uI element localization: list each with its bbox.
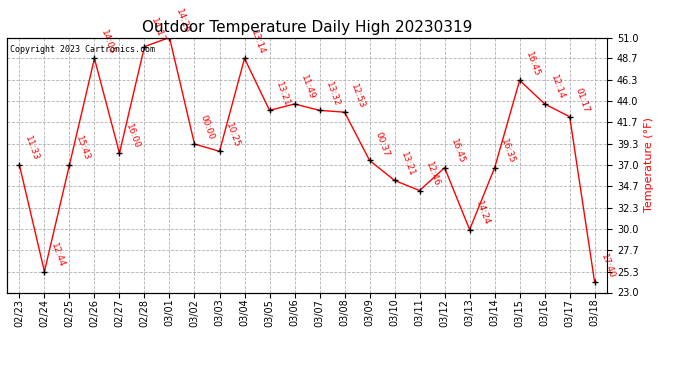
Text: 17:40: 17:40	[599, 252, 616, 280]
Text: Copyright 2023 Cartronics.com: Copyright 2023 Cartronics.com	[10, 45, 155, 54]
Y-axis label: Temperature (°F): Temperature (°F)	[644, 118, 654, 212]
Text: 10:25: 10:25	[224, 121, 241, 148]
Text: 14:17: 14:17	[148, 16, 166, 44]
Text: 01:17: 01:17	[574, 87, 591, 114]
Text: 12:14: 12:14	[549, 74, 566, 101]
Text: 15:43: 15:43	[74, 135, 91, 162]
Text: 12:44: 12:44	[48, 242, 66, 269]
Text: 13:32: 13:32	[324, 80, 341, 108]
Text: 13:21: 13:21	[274, 80, 291, 108]
Text: 12:46: 12:46	[424, 160, 441, 188]
Text: 11:33: 11:33	[23, 135, 41, 162]
Text: 13:21: 13:21	[399, 150, 416, 178]
Text: 11:49: 11:49	[299, 74, 316, 101]
Text: 13:14: 13:14	[248, 28, 266, 56]
Text: 16:45: 16:45	[524, 50, 541, 78]
Text: 14:25: 14:25	[174, 8, 191, 35]
Text: 14:05: 14:05	[99, 28, 116, 56]
Text: 16:00: 16:00	[124, 123, 141, 150]
Text: 16:45: 16:45	[448, 138, 466, 165]
Text: 14:24: 14:24	[474, 200, 491, 227]
Title: Outdoor Temperature Daily High 20230319: Outdoor Temperature Daily High 20230319	[142, 20, 472, 35]
Text: 00:00: 00:00	[199, 114, 216, 141]
Text: 12:53: 12:53	[348, 82, 366, 110]
Text: 00:37: 00:37	[374, 130, 391, 158]
Text: 16:35: 16:35	[499, 138, 516, 165]
